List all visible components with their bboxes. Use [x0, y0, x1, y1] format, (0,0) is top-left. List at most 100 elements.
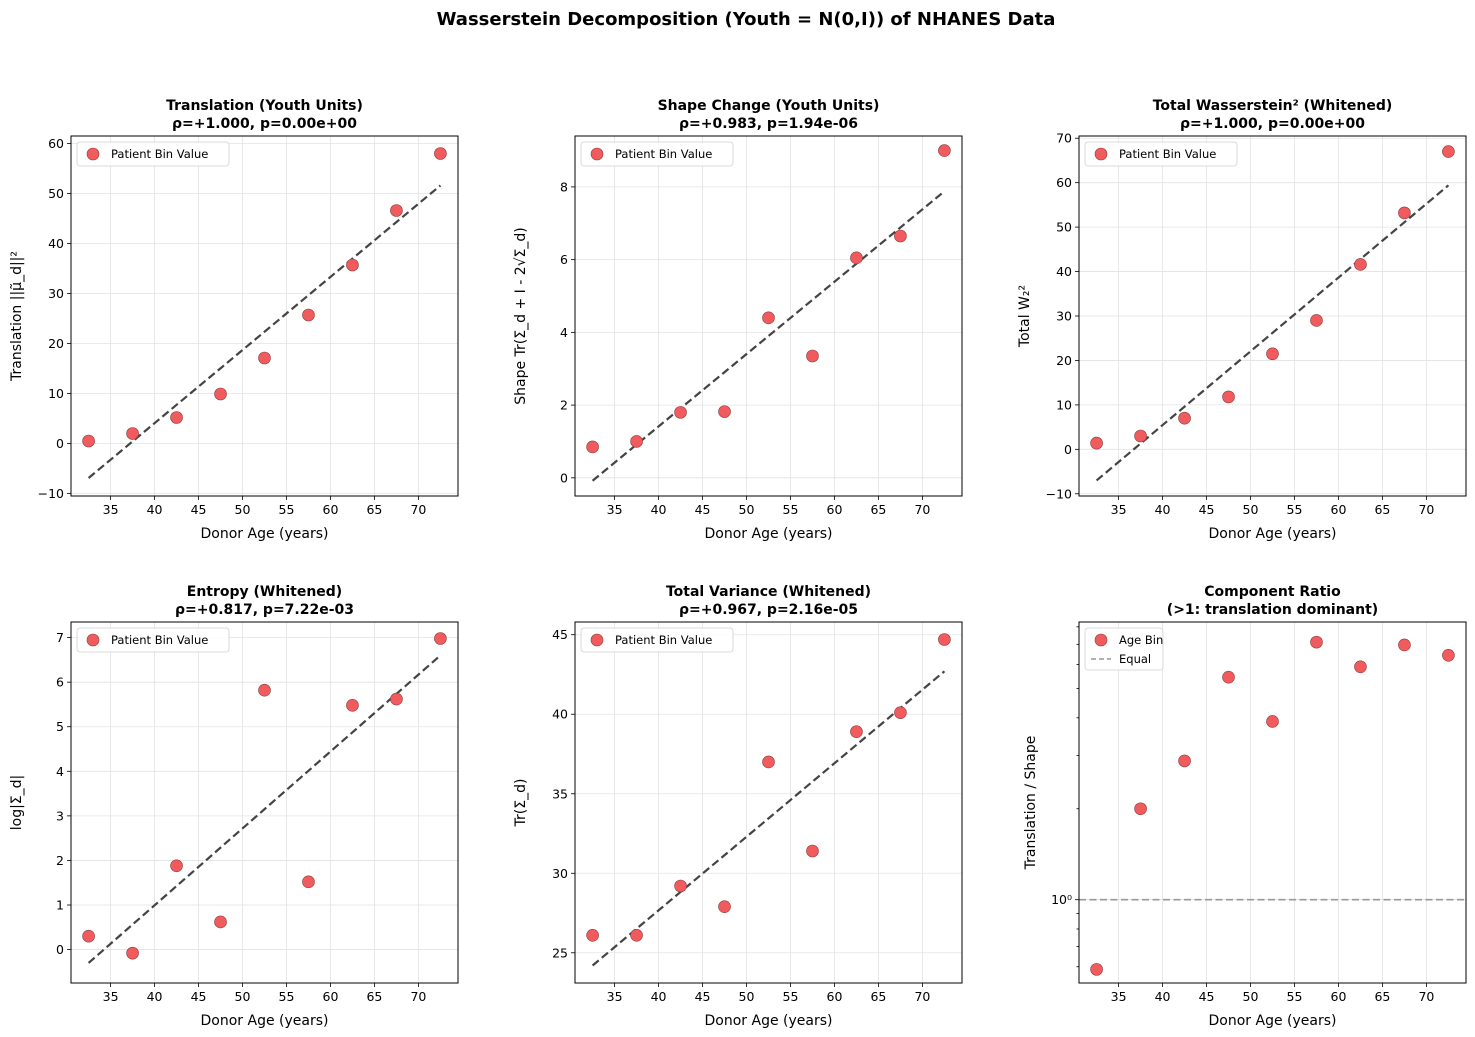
data-point	[302, 875, 315, 889]
y-axis-label: log|Σ_d|	[9, 775, 25, 831]
x-tick-label: 45	[191, 989, 207, 1004]
x-axis-label: Donor Age (years)	[705, 526, 833, 542]
axes-frame	[574, 135, 963, 497]
x-tick-label: 55	[783, 989, 799, 1004]
x-axis-label: Donor Age (years)	[705, 1013, 833, 1029]
subplot-stats: ρ=+1.000, p=0.00e+00	[172, 116, 357, 132]
data-point	[1178, 411, 1191, 425]
data-point	[674, 406, 687, 419]
y-tick-label: 2	[56, 853, 64, 868]
data-point	[1266, 347, 1279, 361]
data-point	[258, 351, 271, 365]
y-tick-label: 10	[1056, 397, 1072, 412]
subplot-title: Component Ratio	[1204, 584, 1341, 600]
x-tick-label: 45	[1199, 989, 1215, 1004]
y-tick-label: 20	[48, 336, 64, 351]
data-point	[850, 725, 863, 739]
x-tick-label: 40	[1155, 989, 1171, 1004]
data-point	[1266, 715, 1279, 728]
y-axis-label: Tr(Σ_d)	[513, 779, 529, 828]
x-tick-label: 55	[1287, 502, 1303, 517]
y-axis-label: Total W₂²	[1017, 285, 1033, 348]
x-tick-label: 60	[1331, 989, 1347, 1004]
x-tick-label: 50	[235, 989, 251, 1004]
data-point	[718, 900, 731, 913]
y-tick-label: 60	[1056, 175, 1072, 190]
x-tick-label: 45	[695, 989, 711, 1004]
data-point	[1442, 145, 1455, 158]
data-point	[1442, 648, 1455, 662]
x-tick-label: 60	[827, 502, 843, 517]
legend-label: Patient Bin Value	[615, 633, 712, 647]
subplot-stats: (>1: translation dominant)	[1167, 602, 1378, 618]
y-tick-label: 5	[56, 719, 64, 734]
axes-frame	[70, 621, 459, 984]
y-tick-label: 40	[48, 236, 64, 251]
data-point	[170, 859, 183, 873]
data-point	[1222, 670, 1235, 684]
x-tick-label: 40	[147, 502, 163, 517]
legend-label: Patient Bin Value	[111, 147, 208, 161]
x-tick-label: 65	[1374, 989, 1390, 1004]
plot-area	[71, 136, 458, 496]
data-point	[434, 147, 447, 160]
x-tick-label: 60	[1331, 502, 1347, 517]
data-point	[1090, 963, 1103, 976]
subplot-3: 35 40 45 50 55 60 65 70 −10 0 10 20 30 40 50 60 70 Total …	[1017, 98, 1467, 542]
x-tick-label: 35	[103, 989, 119, 1004]
subplot-stats: ρ=+1.000, p=0.00e+00	[1180, 116, 1365, 132]
data-point	[762, 311, 775, 325]
x-tick-label: 65	[870, 502, 886, 517]
legend-box	[76, 627, 230, 653]
x-tick-label: 55	[783, 502, 799, 517]
data-point	[346, 699, 359, 712]
y-tick-label: −10	[38, 486, 64, 501]
x-tick-label: 35	[607, 502, 623, 517]
y-tick-label: 6	[560, 252, 568, 267]
y-tick-label: 7	[56, 630, 64, 645]
subplot-title: Shape Change (Youth Units)	[658, 98, 880, 114]
x-tick-label: 70	[410, 989, 426, 1004]
y-tick-label: 20	[1056, 353, 1072, 368]
x-tick-label: 60	[323, 502, 339, 517]
y-tick-label: 40	[1056, 264, 1072, 279]
legend-box	[580, 141, 734, 167]
x-tick-label: 70	[914, 989, 930, 1004]
legend-box	[1084, 141, 1238, 167]
data-point	[806, 844, 819, 858]
data-point	[390, 692, 403, 706]
y-tick-label: −10	[1046, 486, 1072, 501]
data-point	[806, 349, 819, 363]
data-point	[1134, 802, 1147, 816]
x-tick-label: 35	[1111, 989, 1127, 1004]
y-tick-label: 25	[552, 945, 568, 960]
x-axis-label: Donor Age (years)	[201, 1013, 329, 1029]
y-tick-label: 70	[1056, 131, 1072, 146]
subplot-5: 35 40 45 50 55 60 65 70 25 30 35 40 45 Total Variance…	[513, 584, 963, 1029]
data-point	[674, 879, 687, 893]
x-tick-label: 70	[1418, 989, 1434, 1004]
data-point	[1310, 635, 1323, 649]
y-tick-label: 3	[56, 808, 64, 823]
axes-frame	[1078, 621, 1467, 984]
subplot-title: Total Wasserstein² (Whitened)	[1153, 98, 1393, 114]
x-tick-label: 40	[1155, 502, 1171, 517]
legend-marker	[86, 633, 100, 647]
y-tick-label: 0	[56, 942, 64, 957]
axes-frame	[70, 135, 459, 497]
y-tick-label: 45	[552, 627, 568, 642]
x-tick-label: 35	[607, 989, 623, 1004]
subplot-title: Entropy (Whitened)	[187, 584, 342, 600]
x-tick-label: 55	[279, 989, 295, 1004]
y-tick-label: 0	[560, 470, 568, 485]
subplot-stats: ρ=+0.817, p=7.22e-03	[175, 602, 354, 618]
y-tick-label: 4	[56, 764, 64, 779]
data-point	[1398, 206, 1411, 220]
data-point	[126, 427, 139, 440]
x-tick-label: 65	[366, 989, 382, 1004]
data-point	[126, 946, 139, 960]
data-point	[82, 929, 95, 943]
trend-line	[1095, 184, 1450, 482]
x-axis-label: Donor Age (years)	[1209, 1013, 1337, 1029]
